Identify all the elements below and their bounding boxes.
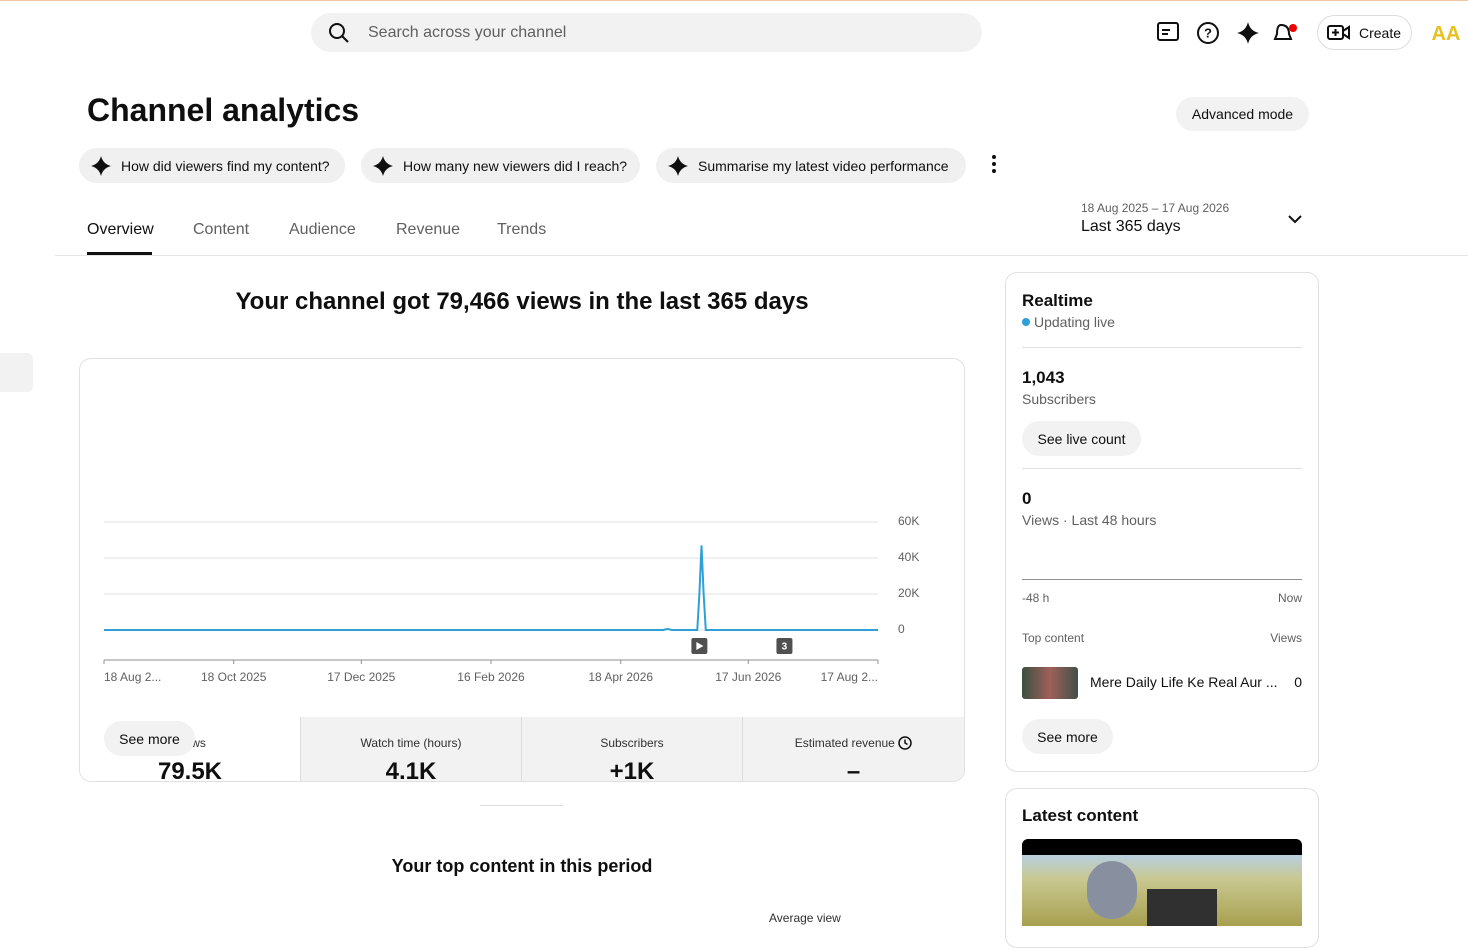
- sparkle-icon: [668, 155, 688, 176]
- clock-icon: [898, 736, 912, 750]
- content-title[interactable]: Mere Daily Life Ke Real Aur ...: [1090, 674, 1278, 690]
- x-tick-label: 18 Aug 2...: [104, 670, 161, 684]
- search-icon: [329, 23, 349, 43]
- views-chart: 0 20K 40K 60K 18 Aug 2... 18 Oct 2025 17 Dec 2…: [103, 514, 919, 684]
- divider: [1022, 347, 1302, 348]
- x-tick-label: 17 Jun 2026: [715, 670, 781, 684]
- x-tick-label: 18 Oct 2025: [201, 670, 267, 684]
- live-status: Updating live: [1034, 314, 1115, 330]
- suggestion-chip[interactable]: How many new viewers did I reach?: [361, 148, 640, 183]
- y-tick-label: 20K: [898, 586, 919, 600]
- video-thumbnail[interactable]: [1022, 667, 1078, 699]
- views-column: Views: [1270, 631, 1302, 645]
- x-tick-label: 17 Dec 2025: [327, 670, 395, 684]
- sparkle-icon: [91, 155, 111, 176]
- search-box[interactable]: Search across your channel: [311, 13, 982, 52]
- see-live-count-button[interactable]: See live count: [1022, 421, 1141, 456]
- metric-label: Subscribers: [600, 736, 664, 750]
- subscriber-label: Subscribers: [1022, 391, 1096, 407]
- metric-label-text: Estimated revenue: [794, 736, 895, 750]
- side-tab[interactable]: [0, 353, 33, 392]
- column-header: Average view: [769, 911, 841, 925]
- metric-value: –: [846, 758, 861, 782]
- avatar[interactable]: AA: [1431, 23, 1461, 45]
- thumbnail-figure: [1087, 861, 1137, 919]
- suggestion-text: How many new viewers did I reach?: [403, 157, 628, 174]
- axis-end: Now: [1277, 591, 1302, 605]
- metric-label: Estimated revenue: [743, 736, 964, 750]
- header-icons[interactable]: ?: [1155, 20, 1305, 46]
- tab-underline: [87, 252, 152, 255]
- latest-content-title: Latest content: [1022, 806, 1139, 825]
- see-more-button[interactable]: See more: [1022, 719, 1113, 754]
- realtime-title: Realtime: [1022, 291, 1093, 310]
- y-tick-label: 60K: [898, 514, 919, 528]
- sparkle-icon: [373, 155, 393, 176]
- headline: Your channel got 79,466 views in the las…: [235, 288, 809, 315]
- realtime-axis: [1022, 579, 1302, 580]
- create-label: Create: [1359, 25, 1402, 41]
- tab[interactable]: Overview: [87, 221, 154, 238]
- thumbnail-vehicle: [1147, 889, 1217, 926]
- views-count: 0: [1022, 489, 1032, 508]
- metric-tab[interactable]: Estimated revenue –: [743, 717, 964, 782]
- chevron[interactable]: [1287, 213, 1303, 225]
- top-content-title: Your top content in this period: [391, 856, 653, 876]
- x-tick-label: 18 Apr 2026: [588, 670, 653, 684]
- overview-card: Views79.5K Watch time (hours)4.1K Subscr…: [79, 358, 965, 782]
- live-dot: [1022, 318, 1030, 326]
- tab[interactable]: Content: [193, 221, 250, 238]
- event-marker-label: 3: [782, 642, 788, 653]
- subscriber-count: 1,043: [1022, 368, 1065, 387]
- date-range-dates: 18 Aug 2025 – 17 Aug 2026: [1081, 201, 1230, 215]
- divider: [55, 255, 1468, 256]
- tab[interactable]: Audience: [289, 221, 356, 238]
- more-menu[interactable]: [988, 154, 1000, 174]
- views-label: Views · Last 48 hours: [1022, 512, 1157, 528]
- divider: [1022, 468, 1302, 469]
- suggestion-text: How did viewers find my content?: [121, 157, 330, 174]
- svg-text:?: ?: [1204, 25, 1212, 40]
- suggestion-chip[interactable]: How did viewers find my content?: [79, 148, 345, 183]
- advanced-mode-button[interactable]: Advanced mode: [1176, 97, 1309, 131]
- suggestion-chip[interactable]: Summarise my latest video performance: [656, 148, 966, 183]
- content-views: 0: [1294, 674, 1302, 690]
- y-tick-label: 40K: [898, 550, 919, 564]
- event-marker: [776, 638, 793, 654]
- top-border: [0, 0, 1468, 1]
- x-tick-label: 16 Feb 2026: [457, 670, 525, 684]
- latest-video-thumbnail[interactable]: [1022, 839, 1302, 926]
- metric-tab[interactable]: Subscribers +1K: [522, 717, 743, 782]
- metric-value: 4.1K: [385, 758, 437, 782]
- see-more-button[interactable]: See more: [104, 721, 195, 756]
- tab[interactable]: Revenue: [396, 221, 461, 238]
- create-button[interactable]: Create: [1317, 15, 1412, 50]
- y-tick-label: 0: [898, 622, 905, 636]
- metric-tab[interactable]: Watch time (hours) 4.1K: [301, 717, 522, 782]
- data-line: [104, 545, 878, 631]
- realtime-card: [1005, 272, 1319, 772]
- separator: [480, 805, 563, 806]
- suggestion-text: Summarise my latest video performance: [698, 157, 949, 174]
- create-icon: [1327, 25, 1350, 40]
- page-title: Channel analytics: [87, 92, 360, 128]
- metric-value: +1K: [609, 758, 655, 782]
- top-content-label: Top content: [1022, 631, 1085, 645]
- metric-label: Watch time (hours): [360, 736, 462, 750]
- play-icon: [696, 642, 704, 650]
- tab[interactable]: Trends: [497, 221, 547, 238]
- metric-value: 79.5K: [157, 758, 223, 782]
- axis-start: -48 h: [1022, 591, 1050, 605]
- x-tick-label: 17 Aug 2...: [821, 670, 878, 684]
- date-range-label[interactable]: Last 365 days: [1081, 218, 1181, 235]
- search-placeholder: Search across your channel: [368, 24, 567, 41]
